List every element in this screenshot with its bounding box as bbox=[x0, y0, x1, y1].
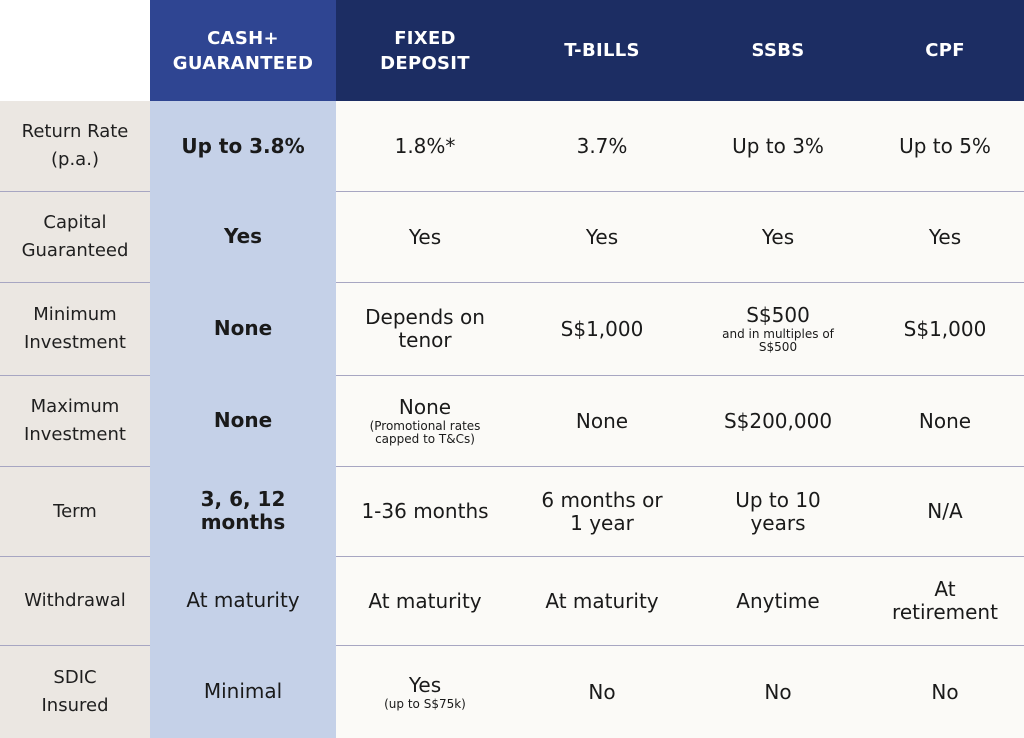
table-cell: 1-36 months bbox=[336, 466, 514, 556]
cell-value: Yes bbox=[408, 224, 442, 249]
table-cell: S$1,000 bbox=[514, 282, 690, 375]
table-cell: S$200,000 bbox=[690, 375, 866, 466]
table-cell: Up to 3.8% bbox=[150, 101, 336, 191]
cell-value: None bbox=[918, 408, 972, 433]
row-label-capital-guaranteed: Capital Guaranteed bbox=[0, 191, 150, 282]
cell-value: Yes bbox=[223, 224, 263, 248]
table-cell: S$1,000 bbox=[866, 282, 1024, 375]
cell-value: 1.8%* bbox=[394, 133, 456, 158]
cell-value: Up to 3.8% bbox=[181, 133, 305, 158]
cell-value: At maturity bbox=[368, 588, 482, 613]
row-label-return-rate: Return Rate (p.a.) bbox=[0, 101, 150, 191]
row-label-withdrawal: Withdrawal bbox=[0, 556, 150, 645]
table-cell: None (Promotional rates capped to T&Cs) bbox=[336, 375, 514, 466]
table-corner bbox=[0, 0, 150, 101]
table-cell: None bbox=[150, 375, 336, 466]
cell-value: S$200,000 bbox=[723, 408, 833, 433]
cell-note: and in multiples of S$500 bbox=[722, 327, 834, 354]
table-cell: Yes bbox=[514, 191, 690, 282]
cell-value: Yes bbox=[928, 224, 962, 249]
cell-value: Up to 10 years bbox=[735, 487, 821, 535]
table-cell: None bbox=[514, 375, 690, 466]
table-cell: 3, 6, 12 months bbox=[150, 466, 336, 556]
cell-value: None bbox=[213, 408, 273, 432]
table-cell: 6 months or 1 year bbox=[514, 466, 690, 556]
cell-value: At maturity bbox=[186, 588, 300, 612]
table-cell: At maturity bbox=[336, 556, 514, 645]
table-cell: Yes (up to S$75k) bbox=[336, 645, 514, 738]
table-cell: Depends on tenor bbox=[336, 282, 514, 375]
cell-value: Depends on tenor bbox=[365, 305, 485, 352]
table-cell: No bbox=[514, 645, 690, 738]
cell-value: N/A bbox=[927, 499, 963, 523]
cell-value: S$1,000 bbox=[903, 316, 987, 341]
col-header-cpf: CPF bbox=[866, 0, 1024, 101]
table-cell: 1.8%* bbox=[336, 101, 514, 191]
col-header-t-bills: T-BILLS bbox=[514, 0, 690, 101]
col-header-fixed-deposit: FIXED DEPOSIT bbox=[336, 0, 514, 101]
table-cell: Up to 5% bbox=[866, 101, 1024, 191]
cell-value: Up to 3% bbox=[732, 133, 824, 158]
cell-value: None bbox=[575, 408, 629, 433]
table-cell: At maturity bbox=[514, 556, 690, 645]
table-cell: No bbox=[866, 645, 1024, 738]
cell-value: Yes bbox=[408, 672, 442, 697]
cell-note: (up to S$75k) bbox=[384, 696, 466, 711]
table-cell: Anytime bbox=[690, 556, 866, 645]
cell-value: S$1,000 bbox=[560, 316, 644, 341]
table-cell: Up to 10 years bbox=[690, 466, 866, 556]
table-cell: Yes bbox=[866, 191, 1024, 282]
cell-value: S$500 bbox=[746, 303, 810, 327]
cell-value: 3, 6, 12 months bbox=[200, 487, 286, 534]
col-header-ssbs: SSBS bbox=[690, 0, 866, 101]
cell-value: 1-36 months bbox=[361, 499, 489, 523]
table-cell: S$500 and in multiples of S$500 bbox=[690, 282, 866, 375]
row-label-sdic-insured: SDIC Insured bbox=[0, 645, 150, 738]
row-label-minimum-investment: Minimum Investment bbox=[0, 282, 150, 375]
cell-value: At maturity bbox=[545, 588, 659, 613]
cell-value: Minimal bbox=[203, 679, 283, 703]
cell-value: None bbox=[213, 316, 273, 340]
table-cell: Up to 3% bbox=[690, 101, 866, 191]
row-label-maximum-investment: Maximum Investment bbox=[0, 375, 150, 466]
table-cell: None bbox=[866, 375, 1024, 466]
cell-value: Up to 5% bbox=[899, 133, 991, 158]
table-cell: 3.7% bbox=[514, 101, 690, 191]
cell-value: No bbox=[931, 679, 959, 704]
table-cell: Yes bbox=[336, 191, 514, 282]
cell-note: (Promotional rates capped to T&Cs) bbox=[369, 419, 481, 446]
table-cell: Minimal bbox=[150, 645, 336, 738]
cell-value: No bbox=[764, 679, 792, 704]
col-header-cash-guaranteed: CASH+ GUARANTEED bbox=[150, 0, 336, 101]
cell-value: None bbox=[398, 395, 452, 419]
table-cell: Yes bbox=[690, 191, 866, 282]
cell-value: Yes bbox=[761, 224, 795, 249]
table-cell: None bbox=[150, 282, 336, 375]
table-cell: No bbox=[690, 645, 866, 738]
table-cell: Yes bbox=[150, 191, 336, 282]
table-cell: At retirement bbox=[866, 556, 1024, 645]
cell-value: 3.7% bbox=[576, 133, 628, 158]
cell-value: Anytime bbox=[736, 588, 820, 613]
cell-value: At retirement bbox=[892, 577, 998, 624]
cell-value: Yes bbox=[585, 224, 619, 249]
row-label-term: Term bbox=[0, 466, 150, 556]
table-cell: At maturity bbox=[150, 556, 336, 645]
cell-value: No bbox=[588, 679, 616, 704]
table-cell: N/A bbox=[866, 466, 1024, 556]
cell-value: 6 months or 1 year bbox=[541, 487, 663, 535]
